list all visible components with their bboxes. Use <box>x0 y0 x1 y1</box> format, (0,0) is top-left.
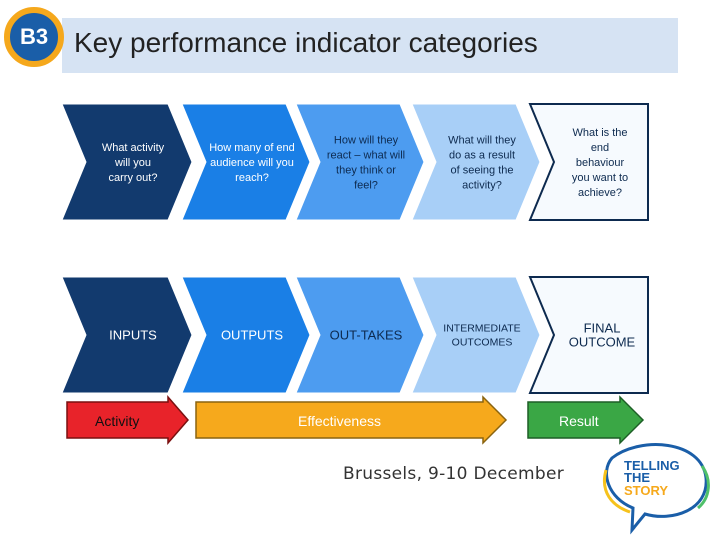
question-chevron-2 <box>181 103 311 221</box>
category-chevron-1 <box>61 276 193 394</box>
event-footer: Brussels, 9-10 December <box>343 464 565 484</box>
result-arrow-label: Result <box>559 413 599 429</box>
question-text-1-line-2: will you <box>114 157 151 169</box>
effectiveness-arrow-label: Effectiveness <box>298 413 381 429</box>
question-text-2-line-2: audience will you <box>210 157 294 169</box>
question-text-2-line-1: How many of end <box>209 142 295 154</box>
section-badge-label: B3 <box>19 24 49 49</box>
category-text-4-line-1: INTERMEDIATE <box>443 323 520 335</box>
category-chevron-5 <box>528 276 649 394</box>
question-row: What activity will you carry out? How many … <box>61 103 649 221</box>
category-text-2-line-1: OUTPUTS <box>221 328 283 343</box>
section-badge: B3 <box>4 7 64 67</box>
question-text-4-line-2: do as a result <box>449 149 515 161</box>
category-text-5-line-1: FINAL <box>584 321 621 336</box>
logo-text-telling: TELLING <box>624 458 680 473</box>
question-chevron-1 <box>61 103 193 221</box>
category-chevron-3 <box>295 276 425 394</box>
activity-arrow: Activity <box>66 394 189 446</box>
category-chevron-2 <box>181 276 311 394</box>
category-chevron-4 <box>411 276 541 394</box>
question-text-5-line-2: end <box>591 142 609 154</box>
question-chevron-4 <box>411 103 541 221</box>
logo-text-story: STORY <box>624 483 668 498</box>
result-arrow: Result <box>527 395 645 445</box>
question-text-5-line-4: you want to <box>572 172 628 184</box>
logo-text-the: THE <box>624 470 650 485</box>
category-text-5-line-2: OUTCOME <box>569 335 636 350</box>
question-text-1-line-1: What activity <box>102 142 165 154</box>
question-chevron-3 <box>295 103 425 221</box>
question-text-3-line-2: react – what will <box>327 149 405 161</box>
category-text-4-line-2: OUTCOMES <box>452 337 513 349</box>
activity-arrow-label: Activity <box>95 413 139 429</box>
question-chevron-5 <box>528 103 649 221</box>
effectiveness-arrow: Effectiveness <box>195 395 508 445</box>
question-text-3-line-1: How will they <box>334 134 399 146</box>
question-text-4-line-4: activity? <box>462 179 502 191</box>
telling-the-story-logo: TELLING THE STORY <box>603 443 710 535</box>
category-text-1-line-1: INPUTS <box>109 328 157 343</box>
question-text-2-line-3: reach? <box>235 172 269 184</box>
question-text-3-line-4: feel? <box>354 179 378 191</box>
question-text-1-line-3: carry out? <box>109 172 158 184</box>
question-text-5-line-5: achieve? <box>578 187 622 199</box>
category-text-3-line-1: OUT-TAKES <box>330 328 403 343</box>
question-text-5-line-3: behaviour <box>576 157 625 169</box>
question-text-4-line-3: of seeing the <box>451 164 514 176</box>
category-row: INPUTS OUTPUTS OUT-TAKES INTERMEDIATE OUTCOM… <box>61 276 649 394</box>
question-text-5-line-1: What is the <box>572 127 627 139</box>
title-bar <box>62 18 678 73</box>
question-text-4-line-1: What will they <box>448 134 516 146</box>
question-text-3-line-3: they think or <box>336 164 396 176</box>
page-title: Key performance indicator categories <box>74 27 538 58</box>
